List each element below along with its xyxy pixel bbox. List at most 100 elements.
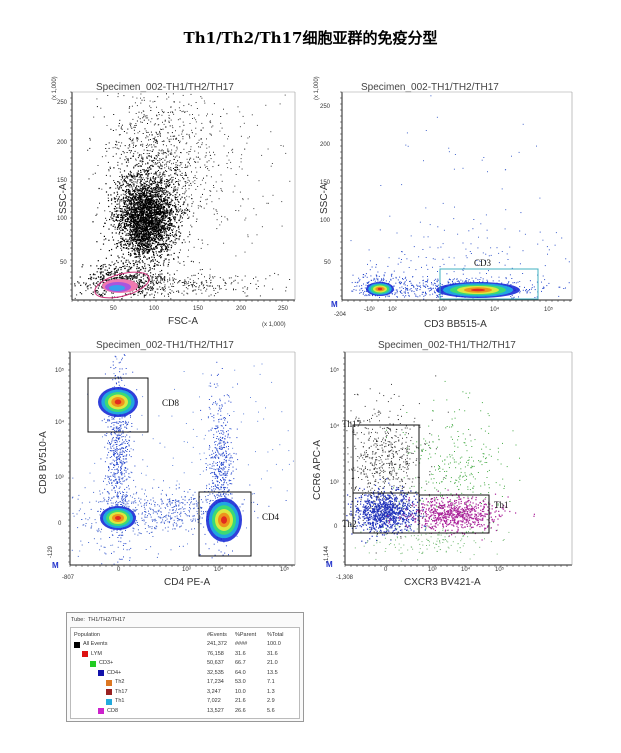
table-cell-events: 76,158	[207, 650, 224, 657]
event-dots	[71, 458, 212, 565]
table-cell-name: LYM	[91, 650, 102, 657]
table-cell-name: Th17	[115, 688, 128, 695]
table-row: CD8 13,527 26.6 5.6	[71, 708, 299, 716]
population-color-swatch	[90, 660, 96, 667]
table-cell-name: All Events	[83, 641, 108, 647]
m-marker: M	[331, 300, 338, 309]
table-cell-total: 13.5	[267, 669, 278, 676]
column-header: #Events	[207, 632, 227, 638]
table-row: Th17 3,247 10.0 1.3	[71, 689, 299, 697]
gate-label-cd3: CD3	[474, 258, 492, 268]
y-tick: 10⁵	[55, 368, 65, 374]
table-cell-name: CD4+	[107, 669, 122, 676]
table-header: Population #Events %Parent %Total	[71, 632, 299, 640]
y-tick: 200	[57, 140, 68, 146]
x-tick: 200	[236, 306, 247, 312]
y-tick: 50	[60, 260, 67, 266]
x-tick: 10⁴	[490, 307, 500, 313]
x-axis-label: FSC-A	[168, 316, 198, 327]
x-tick: 10⁵	[544, 307, 554, 313]
population-color-swatch	[82, 651, 88, 658]
table-cell-total: 21.0	[267, 660, 278, 666]
table-cell-parent: 31.6	[235, 650, 246, 657]
gate-label-cd4: CD4	[262, 512, 280, 522]
table-cell-events: 17,234	[207, 679, 224, 685]
plot-title: Specimen_002-TH1/TH2/TH17	[96, 82, 234, 93]
x-tick: -204	[334, 312, 347, 318]
table-row: Th1 7,022 21.6 2.9	[71, 698, 299, 706]
x-axis-label: CD3 BB515-A	[424, 319, 487, 330]
page-title: Th1/Th2/Th17细胞亚群的免疫分型	[183, 29, 438, 47]
y-tick: 100	[320, 218, 331, 224]
x-tick: 10⁵	[495, 567, 505, 573]
gate-lym	[94, 271, 150, 299]
cd4-population	[206, 498, 242, 542]
x-axis-label: CXCR3 BV421-A	[404, 577, 481, 588]
th2-events	[346, 478, 426, 544]
y-tick: 10³	[330, 480, 339, 486]
table-cell-events: 241,372	[207, 641, 227, 647]
x-axis-label: CD4 PE-A	[164, 577, 211, 588]
x-tick: 0	[117, 567, 121, 573]
table-cell-total: 5.6	[267, 707, 275, 714]
x-tick: 10³	[438, 307, 447, 313]
column-header: %Parent	[235, 632, 257, 638]
table-cell-name: Th1	[115, 698, 125, 704]
x-tick: -10³	[364, 307, 375, 313]
table-cell-parent: 64.0	[235, 669, 246, 676]
gate-label-th2: Th2	[342, 519, 357, 529]
x-tick: 10⁵	[280, 567, 290, 573]
table-row: Th2 17,234 53.0 7.1	[71, 679, 299, 687]
cd8-population	[98, 387, 138, 417]
gate-label-th17: Th17	[342, 419, 361, 429]
x-tick: 250	[278, 306, 289, 312]
table-cell-events: 32,535	[207, 669, 224, 676]
gate-label-cd8: CD8	[162, 398, 180, 408]
event-dots	[93, 93, 249, 275]
gate-th1	[418, 494, 490, 534]
x-tick: 100	[149, 306, 160, 312]
table-cell-parent: 10.0	[235, 688, 246, 695]
x-tick: 10⁴	[461, 567, 471, 573]
m-marker: M	[52, 561, 59, 570]
plot-title: Specimen_002-TH1/TH2/TH17	[378, 340, 516, 351]
y-tick: 0	[58, 521, 62, 527]
gate-label-lym: LYM	[151, 275, 166, 283]
y-tick: 250	[57, 100, 68, 106]
table-cell-name: Th2	[115, 679, 125, 685]
lym-population	[102, 279, 138, 293]
table-cell-total: 7.1	[267, 679, 275, 685]
tube-value: TH1/TH2/TH17	[87, 617, 126, 623]
x-tick: 0	[384, 567, 388, 573]
x-tick: -807	[62, 575, 75, 581]
table-cell-events: 7,022	[207, 698, 221, 704]
table-cell-total: 2.9	[267, 698, 275, 704]
y-tick: 0	[334, 524, 338, 530]
table-cell-total: 31.6	[267, 650, 278, 657]
y-tick: 10⁴	[55, 420, 65, 426]
y-tick: 100	[57, 216, 68, 222]
x-unit-label: (x 1,000)	[262, 322, 286, 328]
x-tick: 10⁴	[214, 567, 224, 573]
event-dots	[87, 93, 246, 297]
y-tick: 10⁵	[330, 368, 340, 374]
column-header: Population	[74, 632, 100, 638]
tube-label: Tube: TH1/TH2/TH17	[71, 617, 126, 623]
table-cell-events: 3,247	[207, 688, 221, 695]
population-color-swatch	[74, 641, 80, 648]
gate-cd8	[87, 377, 149, 433]
x-tick: 50	[110, 306, 117, 312]
y-tick: 200	[320, 142, 331, 148]
table-cell-parent: ####	[235, 641, 248, 647]
x-tick: 10³	[182, 567, 191, 573]
y-tick: 150	[320, 180, 331, 186]
event-dots	[350, 517, 510, 562]
event-dots	[92, 93, 291, 285]
x-tick: 10³	[428, 567, 437, 573]
table-cell-events: 50,637	[207, 660, 224, 666]
x-tick: 10²	[388, 307, 397, 313]
table-cell-parent: 66.7	[235, 660, 246, 666]
table-row: CD4+ 32,535 64.0 13.5	[71, 670, 299, 678]
